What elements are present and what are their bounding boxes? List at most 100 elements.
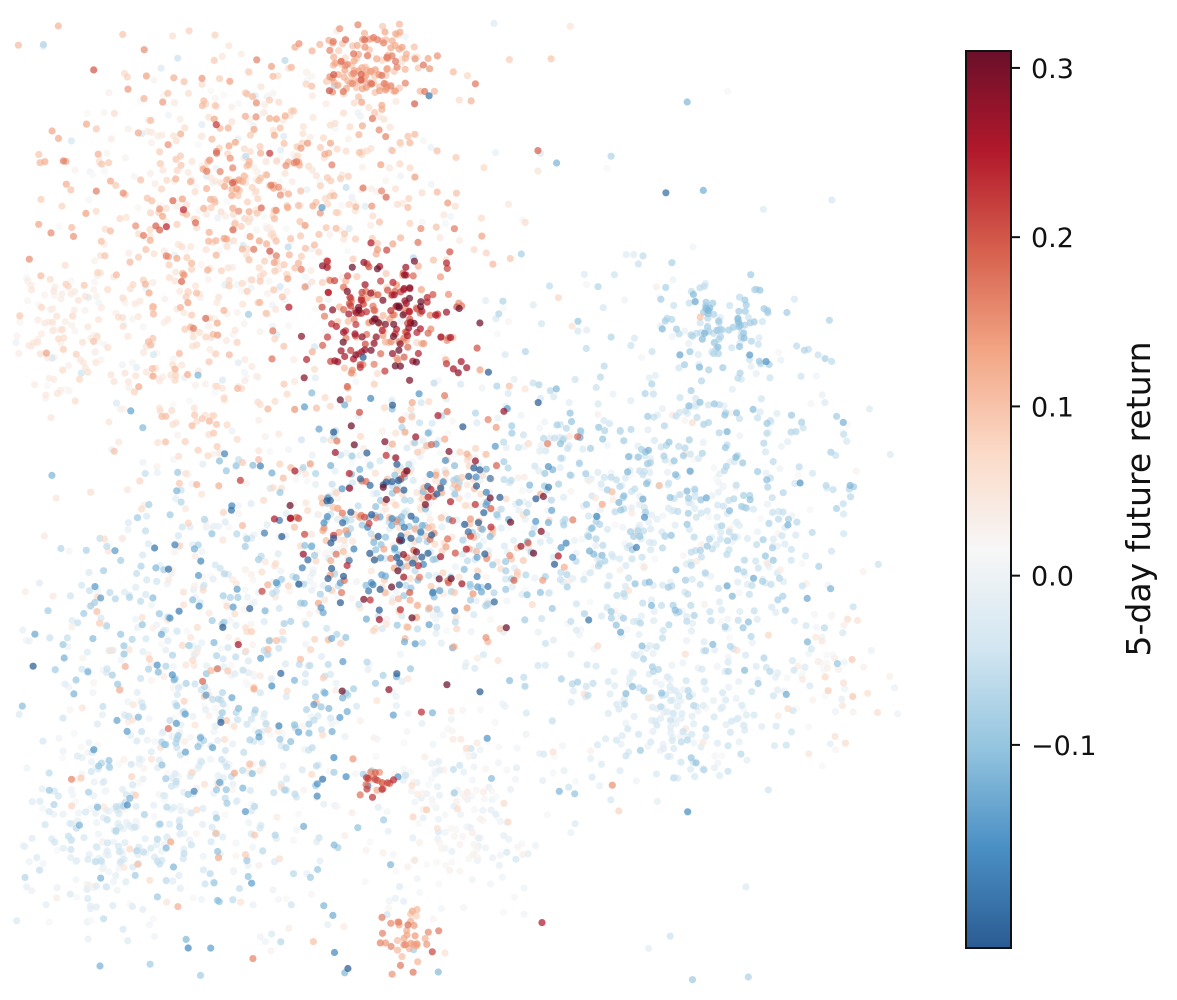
scatter-point <box>223 799 231 807</box>
scatter-point <box>301 244 309 252</box>
scatter-point <box>260 213 268 221</box>
scatter-point <box>316 857 324 865</box>
scatter-point <box>764 631 773 639</box>
scatter-point <box>560 563 568 571</box>
scatter-point <box>519 556 527 565</box>
scatter-point <box>223 176 231 184</box>
scatter-point <box>560 767 568 775</box>
scatter-point <box>37 195 45 203</box>
scatter-point <box>416 325 424 333</box>
scatter-point <box>725 507 734 515</box>
scatter-point <box>229 780 237 788</box>
scatter-point <box>458 473 466 481</box>
scatter-point <box>406 139 414 147</box>
scatter-point <box>282 693 290 701</box>
scatter-point <box>476 366 484 374</box>
scatter-point <box>59 754 67 762</box>
scatter-point <box>255 447 263 455</box>
scatter-point <box>377 161 385 169</box>
scatter-point <box>221 811 229 819</box>
scatter-point <box>164 111 173 119</box>
scatter-point <box>200 204 208 212</box>
scatter-point <box>53 312 61 320</box>
scatter-point <box>35 579 44 587</box>
scatter-point <box>307 543 315 551</box>
scatter-point <box>846 481 854 490</box>
scatter-point <box>124 332 132 340</box>
scatter-point <box>699 738 707 747</box>
scatter-point <box>237 50 245 58</box>
scatter-point <box>553 159 561 167</box>
scatter-point <box>172 371 180 379</box>
scatter-point <box>596 373 605 381</box>
scatter-point <box>172 719 180 728</box>
scatter-point <box>370 306 378 314</box>
scatter-point <box>255 237 263 245</box>
scatter-point <box>406 575 414 583</box>
scatter-point <box>403 467 411 475</box>
scatter-point <box>764 309 772 317</box>
scatter-point <box>175 817 183 826</box>
scatter-point <box>221 746 229 755</box>
scatter-point <box>373 55 381 63</box>
scatter-point <box>142 72 150 80</box>
scatter-point <box>536 447 544 455</box>
scatter-point <box>388 350 397 358</box>
scatter-point <box>496 851 504 859</box>
scatter-point <box>471 664 479 672</box>
scatter-point <box>173 627 181 636</box>
scatter-point <box>25 255 33 263</box>
scatter-point <box>257 149 265 157</box>
scatter-point <box>396 160 404 168</box>
scatter-point <box>306 133 314 141</box>
scatter-point <box>307 646 315 654</box>
scatter-point <box>112 803 120 811</box>
scatter-point <box>500 304 508 312</box>
scatter-point <box>194 571 203 580</box>
scatter-point <box>70 690 78 698</box>
scatter-point <box>429 291 437 299</box>
scatter-point <box>180 697 188 705</box>
scatter-point <box>173 487 181 495</box>
scatter-point <box>389 776 398 784</box>
scatter-point <box>158 131 166 139</box>
scatter-point <box>160 673 168 681</box>
scatter-point <box>688 712 696 720</box>
scatter-point <box>580 576 588 584</box>
scatter-point <box>147 676 155 685</box>
scatter-point <box>684 509 692 517</box>
scatter-point <box>738 502 746 510</box>
scatter-point <box>587 755 595 763</box>
scatter-point <box>441 392 449 400</box>
scatter-point <box>635 500 643 508</box>
scatter-point <box>820 624 829 632</box>
scatter-point <box>508 422 516 430</box>
scatter-point <box>528 601 536 609</box>
scatter-point <box>308 389 316 397</box>
scatter-point <box>439 478 447 486</box>
scatter-point <box>276 178 284 186</box>
scatter-point <box>437 484 445 492</box>
scatter-point <box>42 349 51 357</box>
scatter-point <box>338 589 346 597</box>
scatter-point <box>535 467 543 475</box>
scatter-point <box>457 358 465 366</box>
scatter-point <box>665 621 673 629</box>
scatter-point <box>515 506 523 514</box>
scatter-point <box>85 587 94 595</box>
scatter-point <box>645 578 653 586</box>
scatter-point <box>679 659 687 667</box>
scatter-point <box>667 729 675 737</box>
scatter-point <box>217 208 225 216</box>
scatter-point <box>245 256 253 264</box>
scatter-point <box>666 493 674 502</box>
scatter-point <box>97 303 105 311</box>
scatter-point <box>640 687 648 695</box>
scatter-point <box>72 350 80 358</box>
scatter-point <box>125 593 134 602</box>
scatter-point <box>339 694 347 702</box>
scatter-point <box>104 344 112 352</box>
scatter-point <box>164 565 173 573</box>
scatter-point <box>133 569 141 578</box>
scatter-point <box>385 897 393 905</box>
